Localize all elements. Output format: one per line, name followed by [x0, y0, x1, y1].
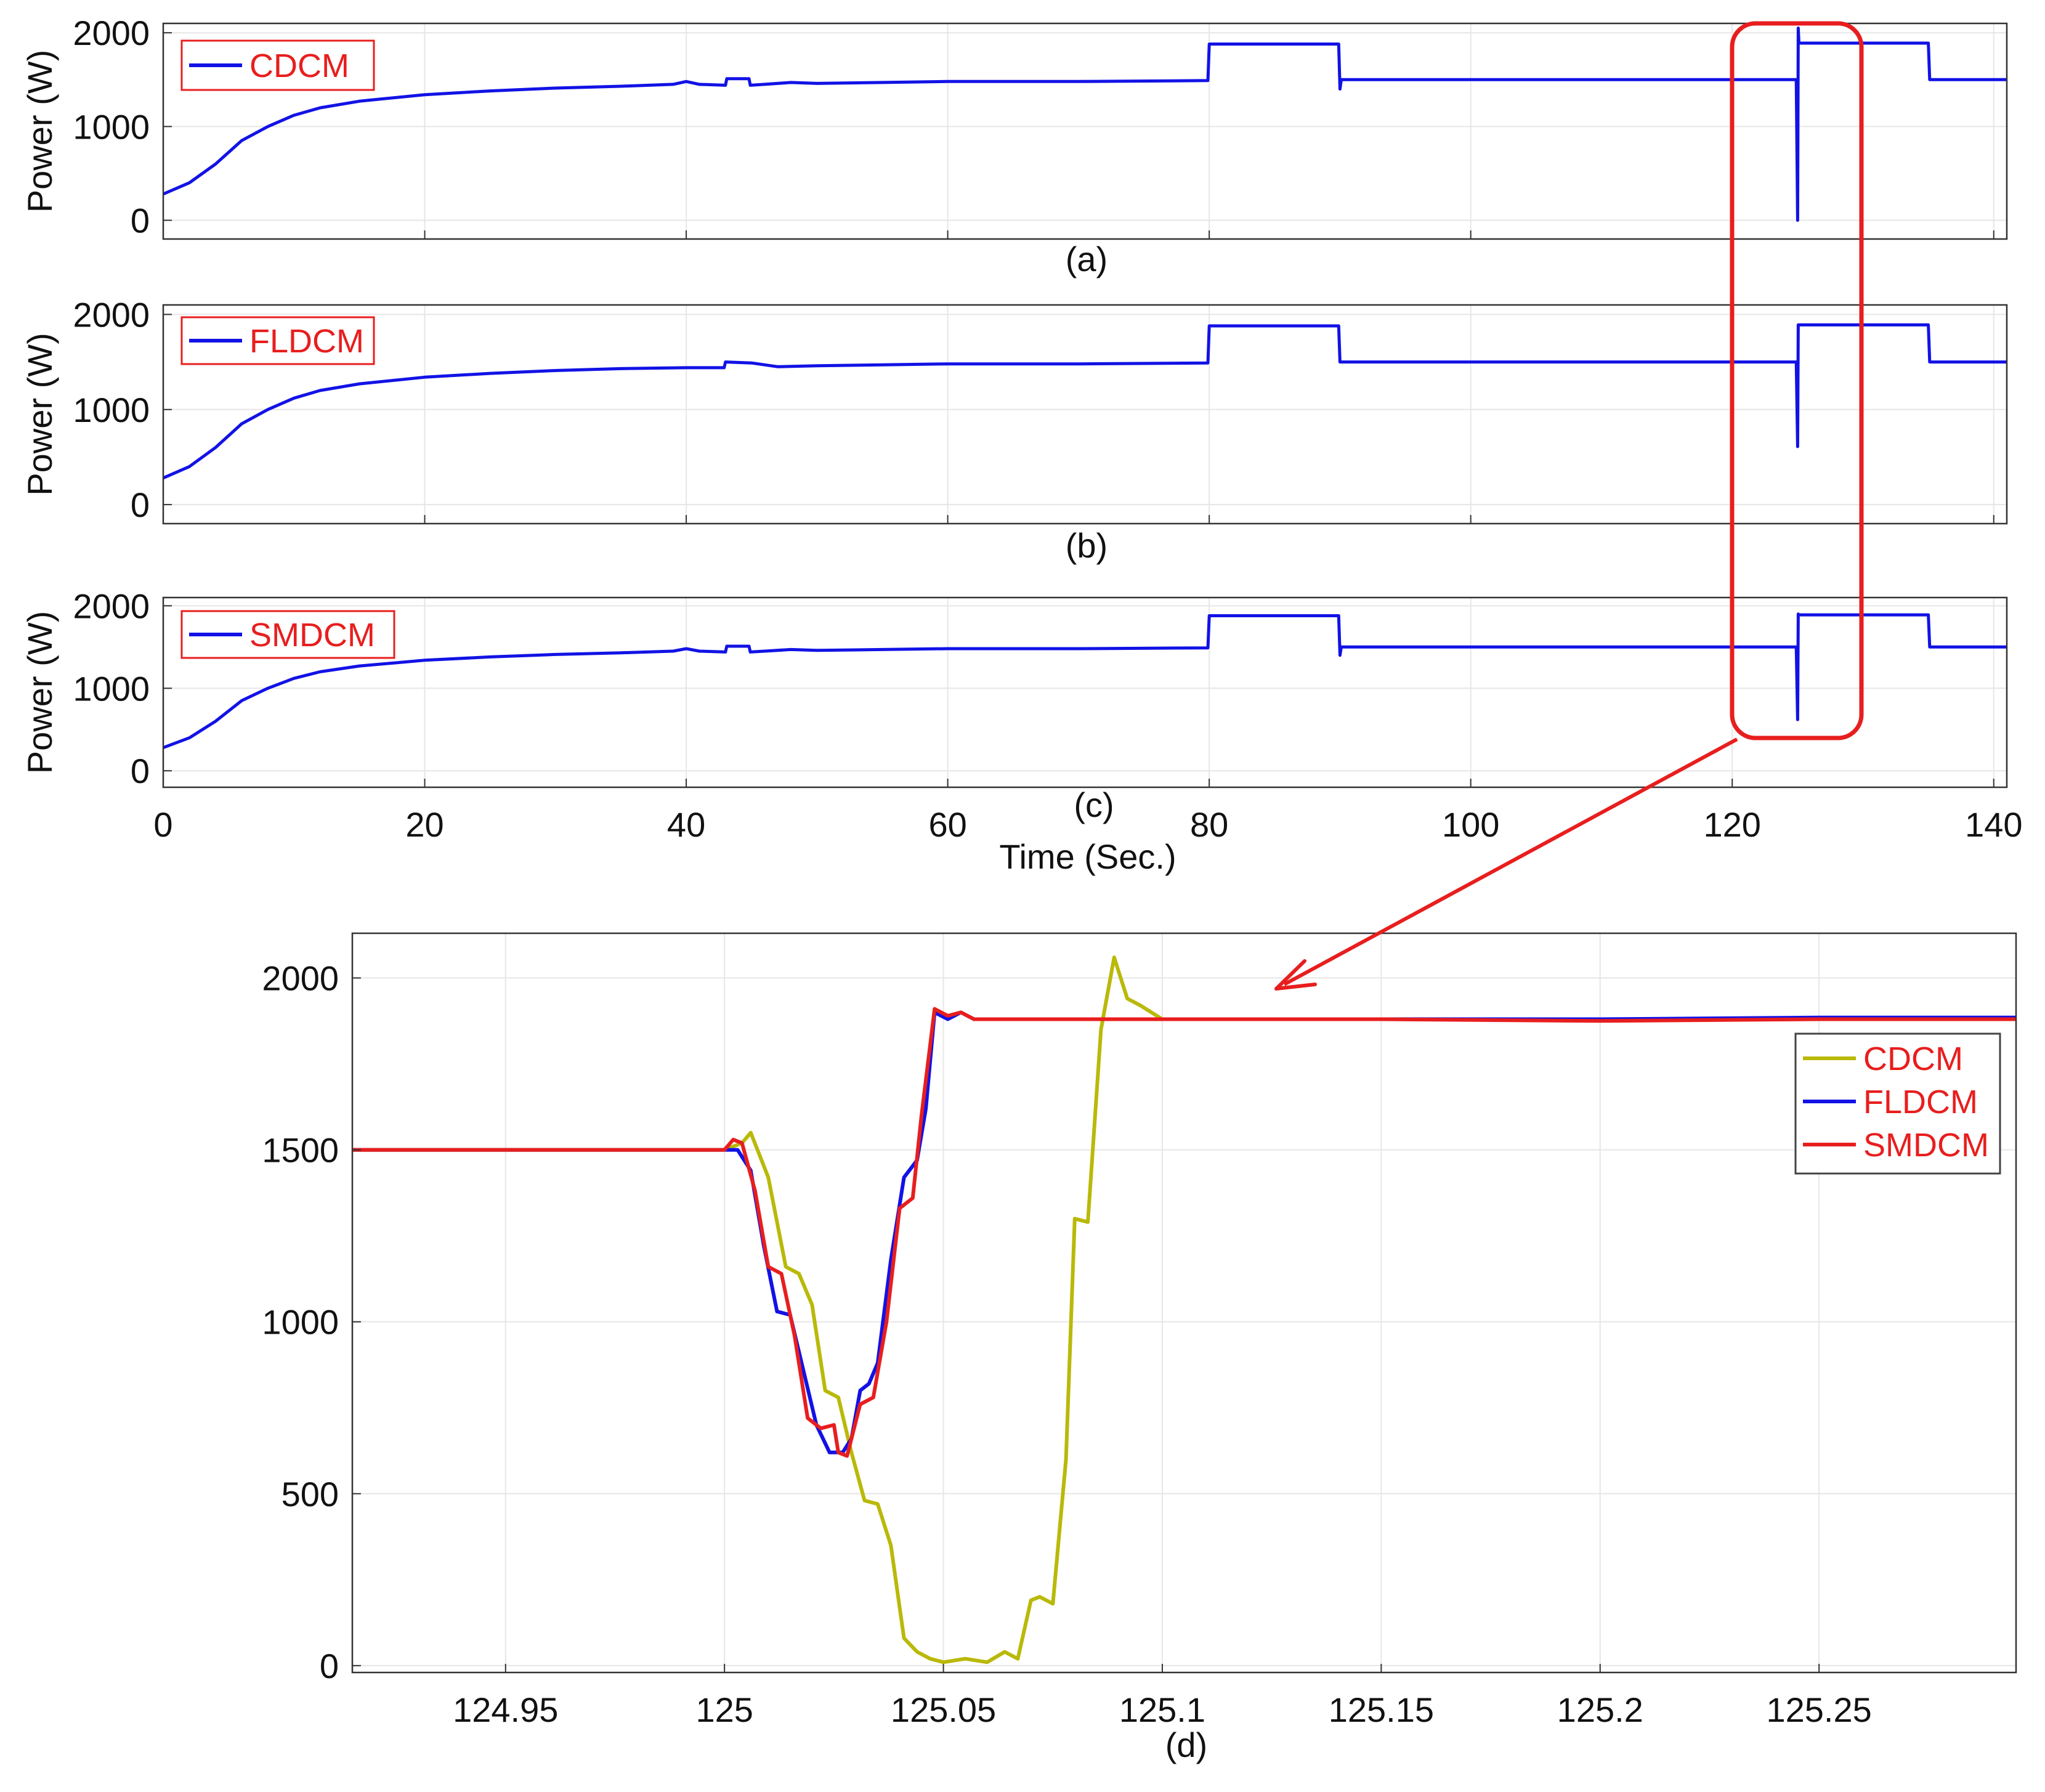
- panel-d-series-line-cdcm: [352, 955, 2016, 1664]
- panel-d-xtick-label: 125.05: [891, 1690, 996, 1729]
- panel-d-ytick-label: 1000: [262, 1303, 339, 1342]
- panel-d-legend-label: SMDCM: [1863, 1127, 1989, 1164]
- panel-c-ylabel: Power (W): [20, 611, 59, 774]
- panel-b-caption: (b): [1066, 526, 1108, 565]
- panel-d-caption: (d): [1165, 1725, 1207, 1764]
- panel-c-ytick-label: 0: [131, 752, 150, 790]
- panel-d-xtick-label: 125.1: [1119, 1690, 1205, 1729]
- panel-d-series-line-smdcm: [352, 1007, 2016, 1458]
- panel-a-ytick-label: 1000: [73, 107, 150, 146]
- panel-d-ytick-label: 500: [281, 1475, 339, 1514]
- panel-d-group: [351, 932, 2017, 1674]
- panel-a-ylabel: Power (W): [20, 50, 59, 213]
- panel-a-plot-area: [163, 23, 2007, 239]
- panel-c-caption: (c): [1074, 785, 1114, 824]
- panel-c-group: [162, 596, 2008, 789]
- panel-c-xtick-label: 100: [1442, 805, 1499, 844]
- panel-d-xtick-label: 125.2: [1557, 1690, 1643, 1729]
- panel-d-legend-label: FLDCM: [1863, 1084, 1978, 1121]
- panel-c-xtick-label: 20: [405, 805, 443, 844]
- panel-c-xtick-label: 60: [928, 805, 966, 844]
- zoom-arrow-line: [1283, 737, 1738, 986]
- panel-b-ytick-label: 1000: [73, 391, 150, 429]
- panel-d-xtick-label: 125.15: [1329, 1690, 1434, 1729]
- panel-d-ytick-label: 0: [320, 1647, 339, 1685]
- zoom-arrow-head: [1274, 959, 1317, 991]
- panel-a-ytick-label: 0: [131, 201, 150, 240]
- panel-d-legend-label: CDCM: [1863, 1040, 1963, 1077]
- time-axis-label: Time (Sec.): [999, 837, 1176, 876]
- panel-c-plot-area: [163, 598, 2007, 787]
- panel-b-axes-frame: [162, 304, 2008, 525]
- panel-c-ytick-label: 2000: [73, 586, 150, 625]
- panel-b-legend-label: FLDCM: [249, 323, 364, 360]
- panel-b-series-line-fldcm: [163, 323, 2007, 480]
- panel-a-axes-frame: [162, 22, 2008, 240]
- panel-a-group: [162, 22, 2008, 240]
- panel-b-ytick-label: 0: [131, 485, 150, 524]
- panel-c-ytick-label: 1000: [73, 669, 150, 708]
- panel-c-legend-label: SMDCM: [249, 617, 375, 654]
- panel-a-legend-label: CDCM: [249, 47, 349, 84]
- zoom-highlight-box: [1730, 21, 1864, 740]
- panel-c-xtick-label: 140: [1965, 805, 2022, 844]
- panel-b-ytick-label: 2000: [73, 295, 150, 334]
- panel-c-xtick-label: 0: [153, 805, 172, 844]
- panel-a-ytick-label: 2000: [73, 14, 150, 52]
- panel-d-plot-area: [352, 933, 2016, 1672]
- panel-d-ytick-label: 1500: [262, 1131, 339, 1170]
- panel-b-group: [162, 304, 2008, 525]
- panel-c-xtick-label: 80: [1190, 805, 1228, 844]
- panel-c-xtick-label: 120: [1704, 805, 1761, 844]
- panel-d-xtick-label: 125.25: [1767, 1690, 1872, 1729]
- panel-d-ytick-label: 2000: [262, 959, 339, 998]
- panel-c-xtick-label: 40: [667, 805, 705, 844]
- panel-d-xtick-label: 124.95: [453, 1690, 558, 1729]
- panel-b-plot-area: [163, 305, 2007, 524]
- panel-c-axes-frame: [162, 596, 2008, 789]
- panel-a-caption: (a): [1066, 240, 1108, 278]
- panel-b-ylabel: Power (W): [20, 333, 59, 495]
- panel-a-legend-box: [180, 39, 375, 91]
- panel-d-xtick-label: 125: [695, 1690, 753, 1729]
- panel-d-axes-frame: [351, 932, 2017, 1674]
